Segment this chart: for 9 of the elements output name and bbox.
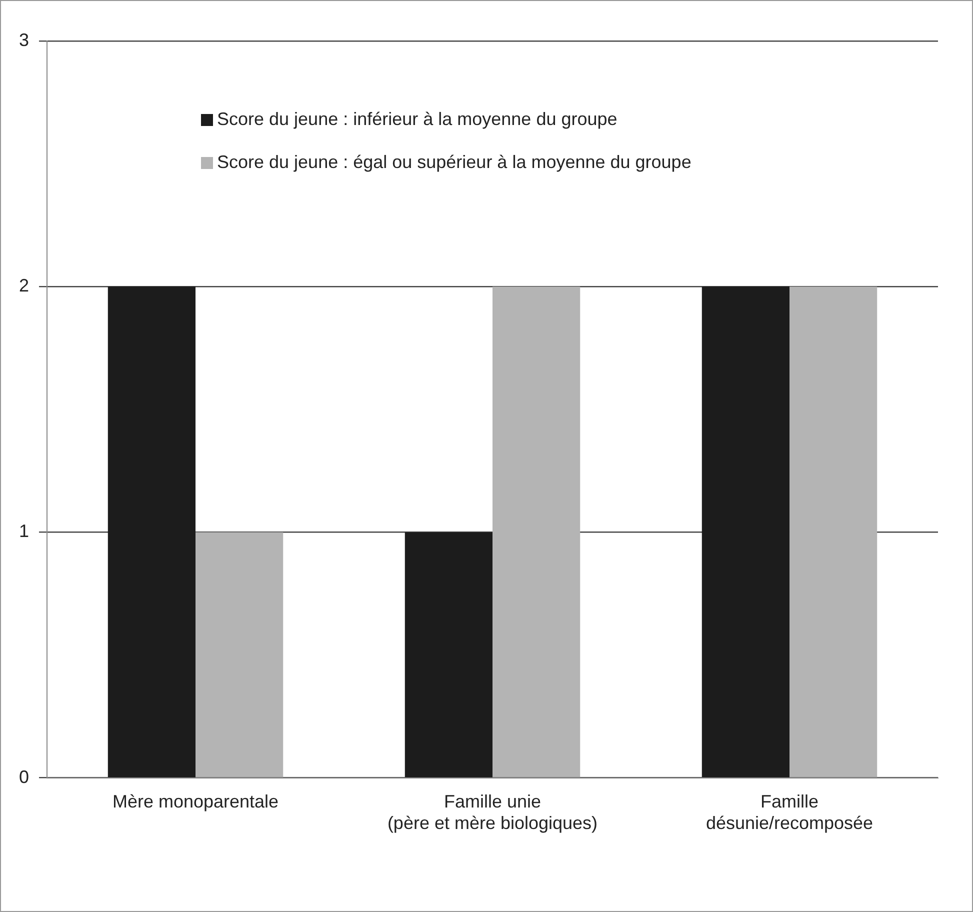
y-tick-label: 1	[18, 521, 30, 542]
legend-label: Score du jeune : inférieur à la moyenne du groupe	[217, 109, 618, 130]
x-tick-label: Famille désunie/recomposée	[706, 792, 874, 834]
x-tick-label: Mère monoparentale	[112, 792, 279, 812]
x-tick-label: Famille unie (père et mère biologiques)	[387, 792, 598, 834]
y-tick-label: 3	[18, 30, 30, 50]
y-tick-label: 2	[18, 276, 30, 296]
y-tick-label: 0	[18, 766, 30, 787]
legend-label: Score du jeune : égal ou supérieur à la moyenne du groupe	[217, 152, 692, 173]
